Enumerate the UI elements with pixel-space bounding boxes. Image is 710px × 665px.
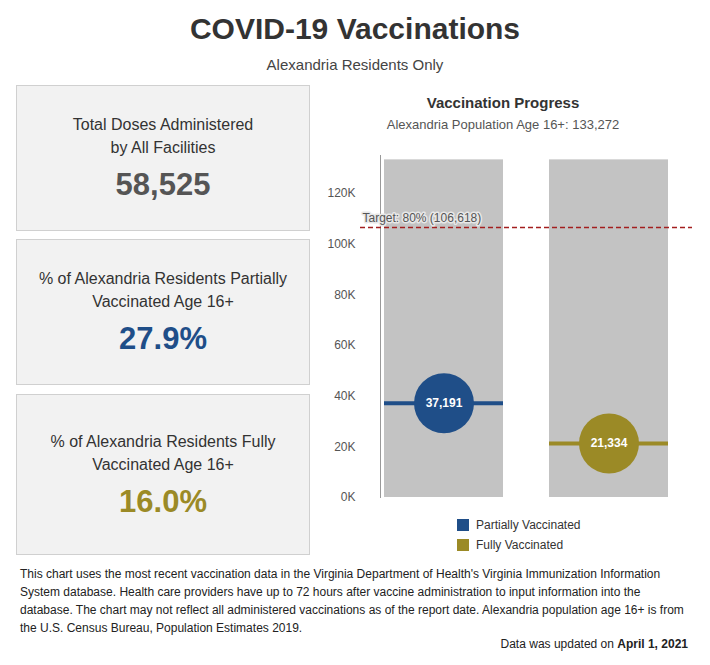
svg-text:40K: 40K [334, 389, 355, 403]
svg-text:37,191: 37,191 [426, 396, 463, 410]
html-text:by All Facilities: by All Facilities [110, 139, 216, 156]
html-text:Alexandria Population Age 16+:: Alexandria Population Age 16+: 133,272 [386, 117, 620, 132]
html-text:% of Alexandria Residents Full: % of Alexandria Residents Fully [50, 432, 276, 450]
html-text:58,525: 58,525 [115, 167, 211, 202]
html-text:16.0%: 16.0% [119, 483, 207, 519]
html-text:% of Alexandria Residents Part: % of Alexandria Residents Partially [38, 270, 288, 287]
html-text:Alexandria Residents Only: Alexandria Residents Only [266, 56, 444, 73]
html-text:This chart uses the most recen: This chart uses the most recent vaccinat… [20, 567, 684, 635]
svg-text:20K: 20K [334, 440, 355, 454]
html-text:Vaccination Progress: Vaccination Progress [426, 94, 580, 111]
svg-text:80K: 80K [334, 288, 355, 302]
html-text:Fully Vaccinated: Fully Vaccinated [476, 538, 564, 552]
html-text:Vaccinated Age 16+: Vaccinated Age 16+ [92, 455, 234, 473]
html-text:Data was updated on April 1, 2: Data was updated on April 1, 2021 [500, 637, 688, 651]
html-text:Total Doses Administered: Total Doses Administered [72, 116, 254, 133]
svg-text:21,334: 21,334 [591, 436, 628, 450]
svg-text:120K: 120K [327, 186, 355, 200]
html-text:27.9%: 27.9% [119, 321, 207, 356]
svg-text:0K: 0K [341, 490, 356, 504]
html-text:Partially Vaccinated: Partially Vaccinated [476, 518, 581, 532]
html-text:COVID-19 Vaccinations: COVID-19 Vaccinations [189, 12, 521, 45]
html-text:Vaccinated Age 16+: Vaccinated Age 16+ [92, 293, 234, 310]
svg-text:100K: 100K [327, 237, 355, 251]
svg-text:Target: 80% (106,618): Target: 80% (106,618) [363, 211, 482, 225]
svg-text:60K: 60K [334, 338, 355, 352]
